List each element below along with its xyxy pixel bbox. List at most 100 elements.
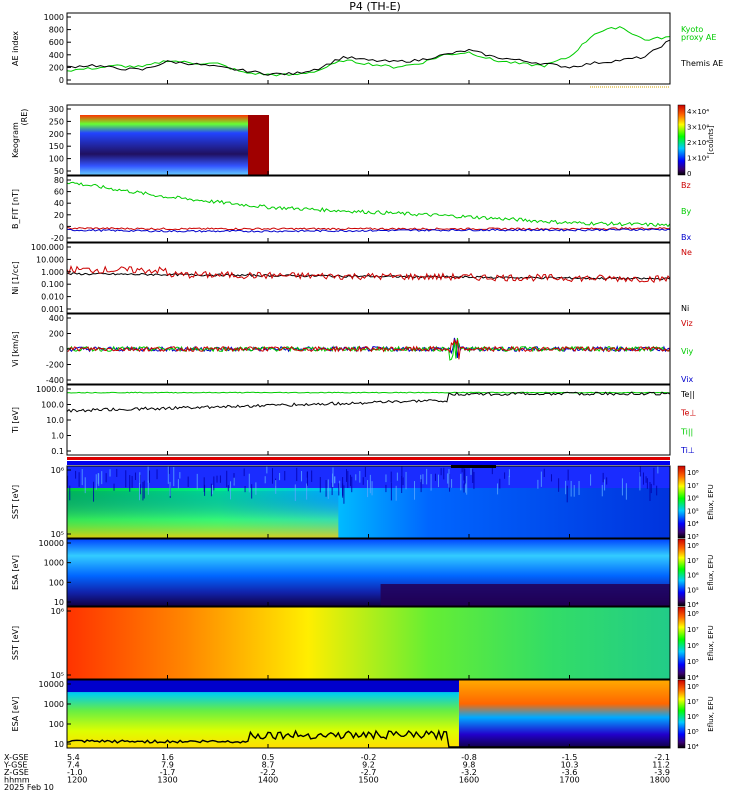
sst-electron-noise bbox=[347, 471, 349, 488]
y-tick-label: 40 bbox=[54, 199, 64, 208]
sst-electron-noise bbox=[325, 480, 327, 497]
y-tick-label: 10000 bbox=[39, 539, 64, 548]
footer-label: X-GSE bbox=[4, 753, 29, 762]
footer-value: -1.7 bbox=[160, 768, 176, 777]
sst-electron-noise bbox=[639, 472, 641, 491]
sst-electron-noise bbox=[639, 466, 641, 477]
sst-electron-noise bbox=[230, 481, 232, 500]
sst-electron-noise bbox=[657, 466, 659, 474]
colorbar-tick: 10⁷ bbox=[687, 626, 699, 634]
sst-electron-noise bbox=[97, 473, 99, 484]
legend-4-1: Viy bbox=[681, 347, 694, 356]
sst-electron-noise bbox=[385, 484, 387, 493]
colorbar-tick: 10⁴ bbox=[687, 601, 699, 609]
y-tick-label: 10.0 bbox=[46, 416, 64, 425]
colorbar-tick: 10⁷ bbox=[687, 698, 699, 706]
y-tick-label: 1000 bbox=[44, 13, 64, 22]
colorbar-label: Eflux, EFU bbox=[707, 484, 715, 519]
sst-electron-noise bbox=[306, 483, 308, 500]
y-tick-label: 80 bbox=[54, 176, 64, 185]
y-axis-label: ESA [eV] bbox=[11, 697, 20, 732]
y-tick-label: 10⁶ bbox=[51, 607, 64, 616]
y-tick-label: 10 bbox=[54, 740, 64, 749]
sst-electron-noise bbox=[139, 482, 141, 501]
sst-electron-noise bbox=[650, 483, 652, 494]
footer-value: 5.4 bbox=[67, 753, 80, 762]
sst-electron-noise bbox=[601, 484, 603, 497]
sst-electron-noise bbox=[319, 477, 321, 493]
colorbar-tick: 10⁶ bbox=[687, 572, 699, 580]
sst-electron-noise bbox=[251, 484, 253, 499]
sst-electron-noise bbox=[84, 477, 86, 494]
sst-electron-noise bbox=[567, 469, 569, 481]
colorbar-tick: 4×10⁴ bbox=[687, 108, 709, 116]
sst-electron-noise bbox=[203, 477, 205, 492]
sst-electron-noise bbox=[653, 467, 655, 486]
sst-electron-noise bbox=[578, 481, 580, 496]
sst-electron-noise bbox=[219, 475, 221, 483]
y-axis-label: ESA [eV] bbox=[11, 555, 20, 590]
colorbar-tick: 0 bbox=[687, 170, 691, 178]
sst-electron-noise bbox=[156, 469, 158, 480]
sst-electron-noise bbox=[443, 467, 445, 480]
sst-electron-noise bbox=[558, 478, 560, 492]
sst-electron-noise bbox=[67, 475, 69, 489]
panel-frame bbox=[66, 175, 671, 243]
sst-electron-noise bbox=[334, 476, 336, 484]
sst-electron-noise bbox=[550, 474, 552, 482]
sst-electron-noise bbox=[81, 469, 83, 485]
sst-electron-noise bbox=[473, 471, 475, 490]
y-axis-label: SST [eV] bbox=[11, 485, 20, 519]
sst-electron-noise bbox=[430, 474, 432, 491]
y-tick-label: 100 bbox=[49, 155, 64, 164]
sst-electron-noise bbox=[204, 484, 206, 496]
y-tick-label: 10⁶ bbox=[51, 466, 64, 475]
footer-value: -1.5 bbox=[562, 753, 578, 762]
footer-value: -2.7 bbox=[361, 768, 377, 777]
sst-electron-noise bbox=[447, 473, 449, 484]
sst-electron-noise bbox=[173, 467, 175, 487]
sst-electron-noise bbox=[422, 474, 424, 485]
y-tick-label: 100.000 bbox=[31, 243, 64, 252]
sst-electron-noise bbox=[355, 474, 357, 481]
sst-electron-noise bbox=[537, 479, 539, 489]
sst-electron-noise bbox=[338, 483, 340, 496]
sst-electron-noise bbox=[264, 476, 266, 484]
sst-electron-noise bbox=[147, 466, 149, 483]
sst-electron-noise bbox=[139, 474, 141, 495]
y-tick-label: 60 bbox=[54, 188, 64, 197]
sst-electron-noise bbox=[147, 480, 149, 495]
y-tick-label: 600 bbox=[49, 38, 64, 47]
sst-electron-noise bbox=[134, 472, 136, 480]
sst-electron-noise bbox=[402, 477, 404, 486]
colorbar-label: Eflux, EFU bbox=[707, 625, 715, 660]
series-line-bx bbox=[66, 228, 671, 233]
sst-electron-noise bbox=[139, 472, 141, 485]
sst-electron-noise bbox=[95, 474, 97, 490]
footer-value: 7.4 bbox=[67, 761, 80, 770]
sst-electron-noise bbox=[327, 479, 329, 499]
y-tick-label: 200 bbox=[49, 63, 64, 72]
footer-value: -2.2 bbox=[260, 768, 276, 777]
sst-electron-noise bbox=[346, 469, 348, 482]
status-bar-red bbox=[67, 457, 670, 460]
sst-electron-warm-region bbox=[67, 491, 339, 538]
sst-electron-noise bbox=[570, 480, 572, 497]
legend-3-0: Ne bbox=[681, 248, 692, 257]
status-bar-blue bbox=[67, 461, 670, 465]
colorbar-tick: 10⁸ bbox=[687, 683, 699, 691]
sst-electron-noise bbox=[656, 485, 658, 496]
sst-electron-noise bbox=[508, 469, 510, 478]
y-axis-label: Keogram bbox=[11, 122, 20, 158]
y-axis-label: Ni [1/cc] bbox=[11, 261, 20, 295]
sst-electron-noise bbox=[369, 474, 371, 494]
footer-value: 1300 bbox=[157, 776, 177, 785]
sst-ion-spectrogram bbox=[67, 607, 670, 679]
esa-electron-low-band bbox=[380, 584, 670, 606]
esa-ion-top-band bbox=[67, 680, 459, 692]
y-tick-label: 0 bbox=[59, 222, 64, 231]
footer-value: 1400 bbox=[258, 776, 278, 785]
sst-electron-noise bbox=[349, 474, 351, 487]
footer-label: Y-GSE bbox=[3, 761, 27, 770]
